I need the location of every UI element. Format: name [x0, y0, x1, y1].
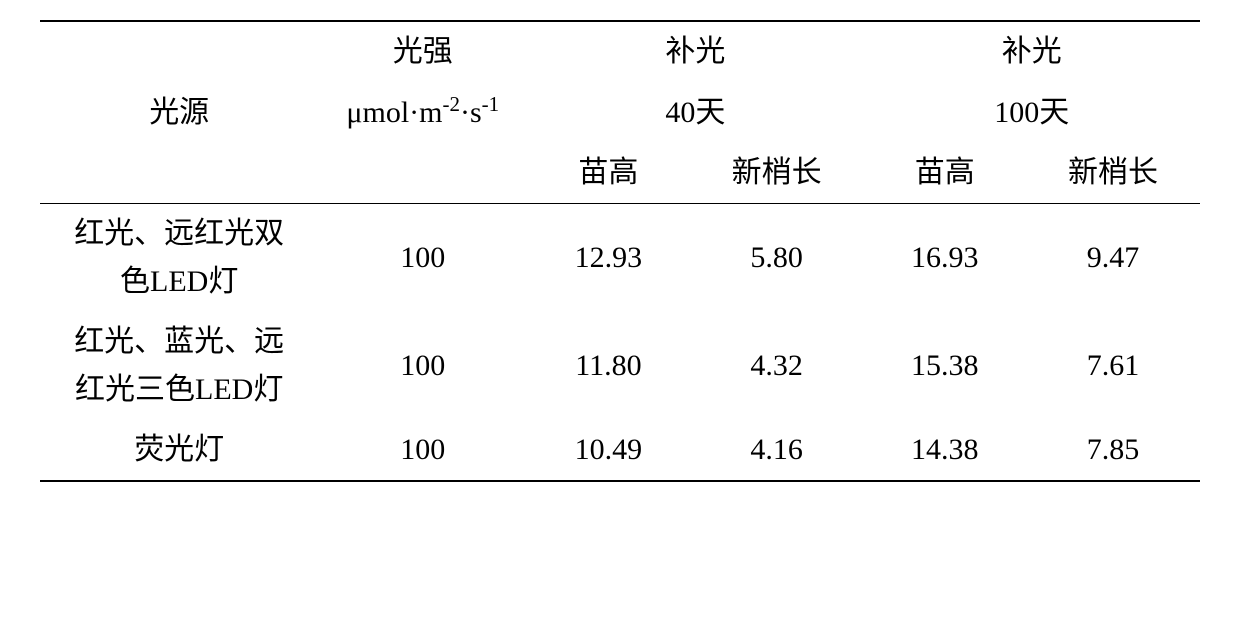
- sub-header-4: 新梢长: [1026, 143, 1200, 204]
- header-row-1: 光源 光强 补光 补光: [40, 21, 1200, 82]
- cell-source-l1: 红光、蓝光、远: [74, 325, 284, 358]
- cell-d100-shoot: 7.61: [1026, 312, 1200, 420]
- data-table: 光源 光强 补光 补光 μmol·m-2·s-1 40天 100天 苗高 新梢长…: [40, 20, 1200, 482]
- cell-d100-shoot: 9.47: [1026, 204, 1200, 313]
- col-header-group1-l2: 40天: [527, 82, 863, 143]
- col-header-group2-l1: 补光: [864, 21, 1200, 82]
- col-header-source: 光源: [40, 21, 318, 204]
- cell-intensity: 100: [318, 204, 527, 313]
- cell-d40-height: 12.93: [527, 204, 689, 313]
- cell-d40-height: 10.49: [527, 420, 689, 481]
- cell-source: 荧光灯: [40, 420, 318, 481]
- table-container: 光源 光强 补光 补光 μmol·m-2·s-1 40天 100天 苗高 新梢长…: [0, 0, 1240, 502]
- cell-source: 红光、远红光双 色LED灯: [40, 204, 318, 313]
- sub-header-2: 新梢长: [690, 143, 864, 204]
- col-header-blank: [318, 143, 527, 204]
- cell-d40-shoot: 5.80: [690, 204, 864, 313]
- cell-d40-height: 11.80: [527, 312, 689, 420]
- cell-d100-height: 14.38: [864, 420, 1026, 481]
- cell-intensity: 100: [318, 420, 527, 481]
- cell-d100-height: 16.93: [864, 204, 1026, 313]
- cell-intensity: 100: [318, 312, 527, 420]
- cell-d40-shoot: 4.16: [690, 420, 864, 481]
- table-row: 荧光灯 100 10.49 4.16 14.38 7.85: [40, 420, 1200, 481]
- col-header-group2-l2: 100天: [864, 82, 1200, 143]
- cell-d100-shoot: 7.85: [1026, 420, 1200, 481]
- cell-d40-shoot: 4.32: [690, 312, 864, 420]
- cell-source: 红光、蓝光、远 红光三色LED灯: [40, 312, 318, 420]
- col-header-intensity-l1: 光强: [318, 21, 527, 82]
- sub-header-3: 苗高: [864, 143, 1026, 204]
- cell-source-l1: 红光、远红光双: [74, 217, 284, 250]
- col-header-intensity-l2: μmol·m-2·s-1: [318, 82, 527, 143]
- cell-source-l2: 红光三色LED灯: [75, 373, 283, 406]
- sub-header-1: 苗高: [527, 143, 689, 204]
- cell-d100-height: 15.38: [864, 312, 1026, 420]
- cell-source-l2: 色LED灯: [120, 265, 238, 298]
- col-header-group1-l1: 补光: [527, 21, 863, 82]
